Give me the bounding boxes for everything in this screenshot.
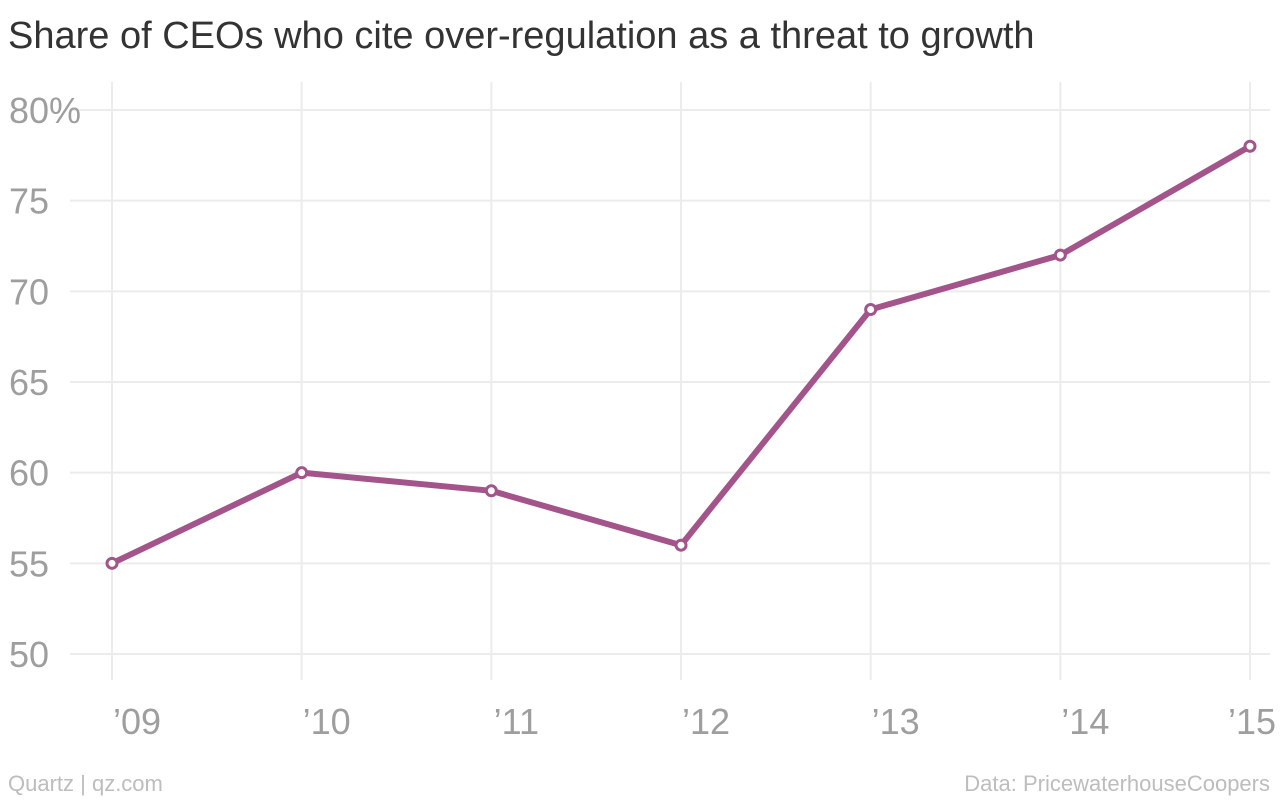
data-point (1053, 248, 1067, 262)
footer-credit: Quartz | qz.com (8, 771, 163, 796)
series-group (105, 139, 1257, 570)
data-point (674, 538, 688, 552)
x-tick-label: ’12 (682, 701, 730, 742)
data-point (295, 466, 309, 480)
chart-title: Share of CEOs who cite over-regulation a… (8, 15, 1035, 57)
y-tick-label: 55 (9, 543, 49, 584)
y-tick-label: 75 (9, 181, 49, 222)
y-tick-label: 80% (9, 90, 81, 131)
x-tick-label: ’13 (872, 701, 920, 742)
x-tick-label: ’09 (113, 701, 161, 742)
x-tick-label: ’15 (1228, 701, 1276, 742)
y-tick-label: 70 (9, 271, 49, 312)
data-point (484, 484, 498, 498)
horizontal-gridlines (70, 109, 1270, 655)
y-tick-label: 50 (9, 634, 49, 675)
x-axis-tick-labels: ’09 ’10 ’11 ’12 ’13 ’14 ’15 (113, 701, 1276, 742)
data-point (105, 556, 119, 570)
y-axis-tick-labels: 50 55 60 65 70 75 80% (9, 90, 81, 675)
data-point (864, 302, 878, 316)
x-tick-label: ’10 (303, 701, 351, 742)
footer-source: Data: PricewaterhouseCoopers (964, 771, 1270, 796)
x-tick-label: ’11 (494, 701, 539, 742)
data-point (1243, 139, 1257, 153)
x-tick-label: ’14 (1061, 701, 1109, 742)
y-tick-label: 65 (9, 362, 49, 403)
y-tick-label: 60 (9, 453, 49, 494)
